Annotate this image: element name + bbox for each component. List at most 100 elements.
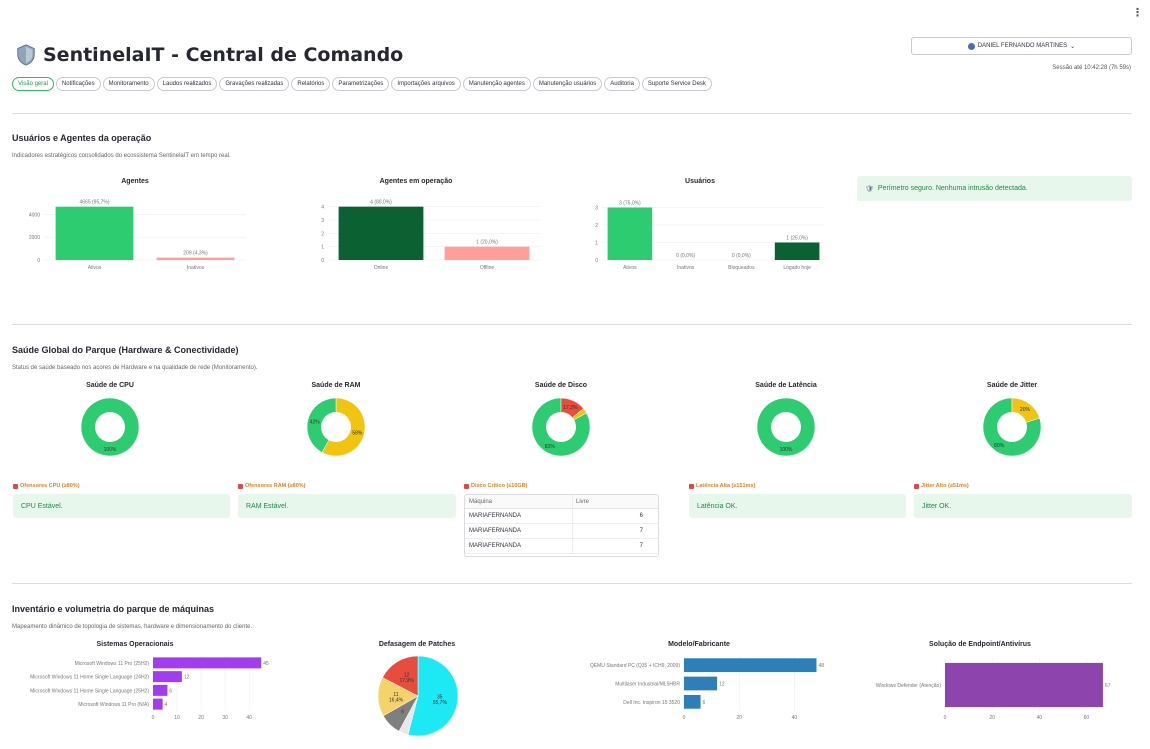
section-subtitle: Indicadores estratégicos consolidados do… — [12, 153, 231, 159]
table-row[interactable]: MARIAFERNANDA 6 — [465, 509, 658, 524]
disk-warning-text: Disco Crítico (≤10GB) — [471, 483, 528, 489]
column-header-livre[interactable]: Livre — [576, 498, 590, 505]
donut-hole — [997, 412, 1027, 442]
tab-manutencao-agentes[interactable]: Manutenção agentes — [462, 77, 531, 91]
y-tick-label: 3 — [321, 218, 324, 224]
more-options-icon[interactable]: ⋮ — [1132, 7, 1143, 19]
section-title-usuarios-agentes: Usuários e Agentes da operação — [12, 133, 152, 143]
tab-manutencao-usuarios[interactable]: Manutenção usuários — [532, 77, 603, 91]
data-label: 12 — [184, 675, 190, 681]
donut-hole — [321, 412, 351, 442]
data-label: 67 — [1105, 683, 1110, 689]
chart-model-manufacturer: 0 20 40 48 QEMU Standard PC (Q35 + ICH9, 200… — [590, 656, 824, 721]
data-label: 3 (75,0%) — [619, 201, 641, 207]
bar — [684, 658, 817, 673]
chart-usuarios: 0 1 2 3 3 (75,0%) Ativos 0 (0,0%) Inativos 0 (0,… — [595, 201, 825, 271]
shield-small-icon: 🛡 — [865, 185, 874, 193]
cell-maquina: MARIAFERNANDA — [465, 539, 573, 553]
user-select[interactable]: DANIEL FERNANDO MARTINES ⌄ — [911, 37, 1132, 55]
chart-title-disco: Saúde de Disco — [534, 382, 588, 389]
y-tick-label: Microsoft Windows 11 Pro (25H2) — [75, 661, 150, 667]
x-tick-label: 40 — [246, 715, 252, 721]
chart-disk-health: 83% 17,2% — [531, 397, 591, 457]
latency-warning-title: Latência Alta (≥151ms) — [689, 483, 755, 489]
jitter-warning-text: Jitter Alto (≥51ms) — [921, 483, 969, 489]
latency-status: Latência OK. — [689, 494, 906, 518]
alarm-icon — [238, 483, 243, 489]
x-tick-label: 60 — [1084, 715, 1090, 721]
tab-laudos[interactable]: Laudos realizados — [156, 77, 218, 91]
y-tick-label: 3 — [595, 206, 598, 212]
bar — [153, 684, 168, 696]
table-row[interactable]: MARIAFERNANDA 7 — [465, 539, 658, 554]
tab-relatorios[interactable]: Relatórios — [291, 77, 331, 91]
cpu-warning-text: Ofensores CPU (≥80%) — [20, 483, 80, 489]
data-label: 6 — [169, 688, 172, 694]
slice-label: 83% — [545, 444, 556, 450]
cell-livre: 6 — [639, 513, 643, 519]
ram-warning-title: Ofensores RAM (≥80%) — [238, 483, 305, 489]
tab-gravacoes[interactable]: Gravações realizadas — [219, 77, 290, 91]
chart-title-ram: Saúde de RAM — [311, 382, 361, 389]
slice-label: 80% — [994, 443, 1005, 449]
data-label: 1 (20,0%) — [476, 240, 498, 246]
bar — [55, 206, 134, 260]
chart-ram-health: 58% 42% — [306, 397, 366, 457]
y-tick-label: 4 — [321, 205, 324, 211]
chart-title-latencia: Saúde de Latência — [755, 382, 817, 389]
data-label: 209 (4,3%) — [183, 251, 208, 257]
slice-label: 42% — [310, 420, 321, 426]
tab-notificacoes[interactable]: Notificações — [55, 77, 101, 91]
tab-monitoramento[interactable]: Monitoramento — [102, 77, 155, 91]
page-header: SentinelaIT - Central de Comando — [15, 44, 403, 66]
column-header-maquina[interactable]: Máquina — [465, 495, 573, 508]
chart-agentes: 0 2000 4000 4665 (95,7%) Ativos 209 (4,3%) Ina… — [29, 200, 246, 271]
user-name: DANIEL FERNANDO MARTINES — [977, 43, 1068, 49]
donut-hole — [95, 412, 125, 442]
bar — [684, 694, 701, 709]
x-tick-label: Inativos — [677, 265, 695, 271]
data-label: 48 — [818, 663, 824, 669]
y-tick-label: 0 — [321, 258, 324, 264]
x-tick-label: 0 — [152, 715, 155, 721]
divider — [12, 583, 1132, 584]
table-row[interactable]: MARIAFERNANDA 7 — [465, 524, 658, 539]
donut-hole — [771, 412, 801, 442]
x-tick-label: Inativos — [187, 265, 205, 271]
jitter-status: Jitter OK. — [914, 494, 1132, 518]
security-alert: 🛡 Perímetro seguro. Nenhuma intrusão det… — [857, 176, 1132, 201]
data-label: 4665 (95,7%) — [79, 200, 109, 206]
tab-parametrizacoes[interactable]: Parametrizações — [332, 77, 390, 91]
pie-slice — [982, 397, 1042, 457]
y-tick-label: 1 — [321, 245, 324, 251]
x-tick-label: Ativos — [623, 265, 637, 271]
chart-title-usuarios: Usuários — [685, 178, 715, 185]
tab-importacoes[interactable]: Importações arquivos — [391, 77, 461, 91]
bar — [607, 207, 653, 260]
shield-icon — [17, 44, 35, 66]
slice-label: 100% — [780, 447, 793, 453]
tab-visao-geral[interactable]: Visão geral — [12, 77, 54, 91]
section-title-saude: Saúde Global do Parque (Hardware & Conec… — [12, 345, 239, 355]
bar — [945, 662, 1103, 708]
tab-suporte[interactable]: Suporte Service Desk — [641, 77, 712, 91]
divider — [12, 113, 1132, 114]
tab-bar: Visão geral Notificações Monitoramento L… — [12, 77, 712, 91]
cell-maquina: MARIAFERNANDA — [465, 524, 573, 538]
ram-warning-text: Ofensores RAM (≥80%) — [245, 483, 306, 489]
tab-auditoria[interactable]: Auditoria — [604, 77, 640, 91]
bar — [684, 676, 718, 691]
slice-label: 58% — [352, 430, 363, 436]
y-tick-label: 4000 — [29, 212, 40, 218]
cpu-status: CPU Estável. — [13, 494, 230, 518]
section-subtitle: Status de saúde baseado nos acores de Ha… — [12, 365, 258, 371]
disk-critical-table[interactable]: Máquina Livre MARIAFERNANDA 6 MARIAFERNA… — [464, 494, 659, 557]
data-label: 0 (0,0%) — [676, 253, 695, 259]
data-label: 45 — [263, 661, 269, 667]
bar — [338, 206, 424, 260]
chart-latency-health: 100% — [756, 397, 816, 457]
x-tick-label: 40 — [1037, 715, 1043, 721]
y-tick-label: Microsoft Windows 11 Home Single Languag… — [30, 675, 149, 681]
section-title-inventario: Inventário e volumetria do parque de máq… — [12, 604, 215, 614]
x-tick-label: 10 — [174, 715, 180, 721]
